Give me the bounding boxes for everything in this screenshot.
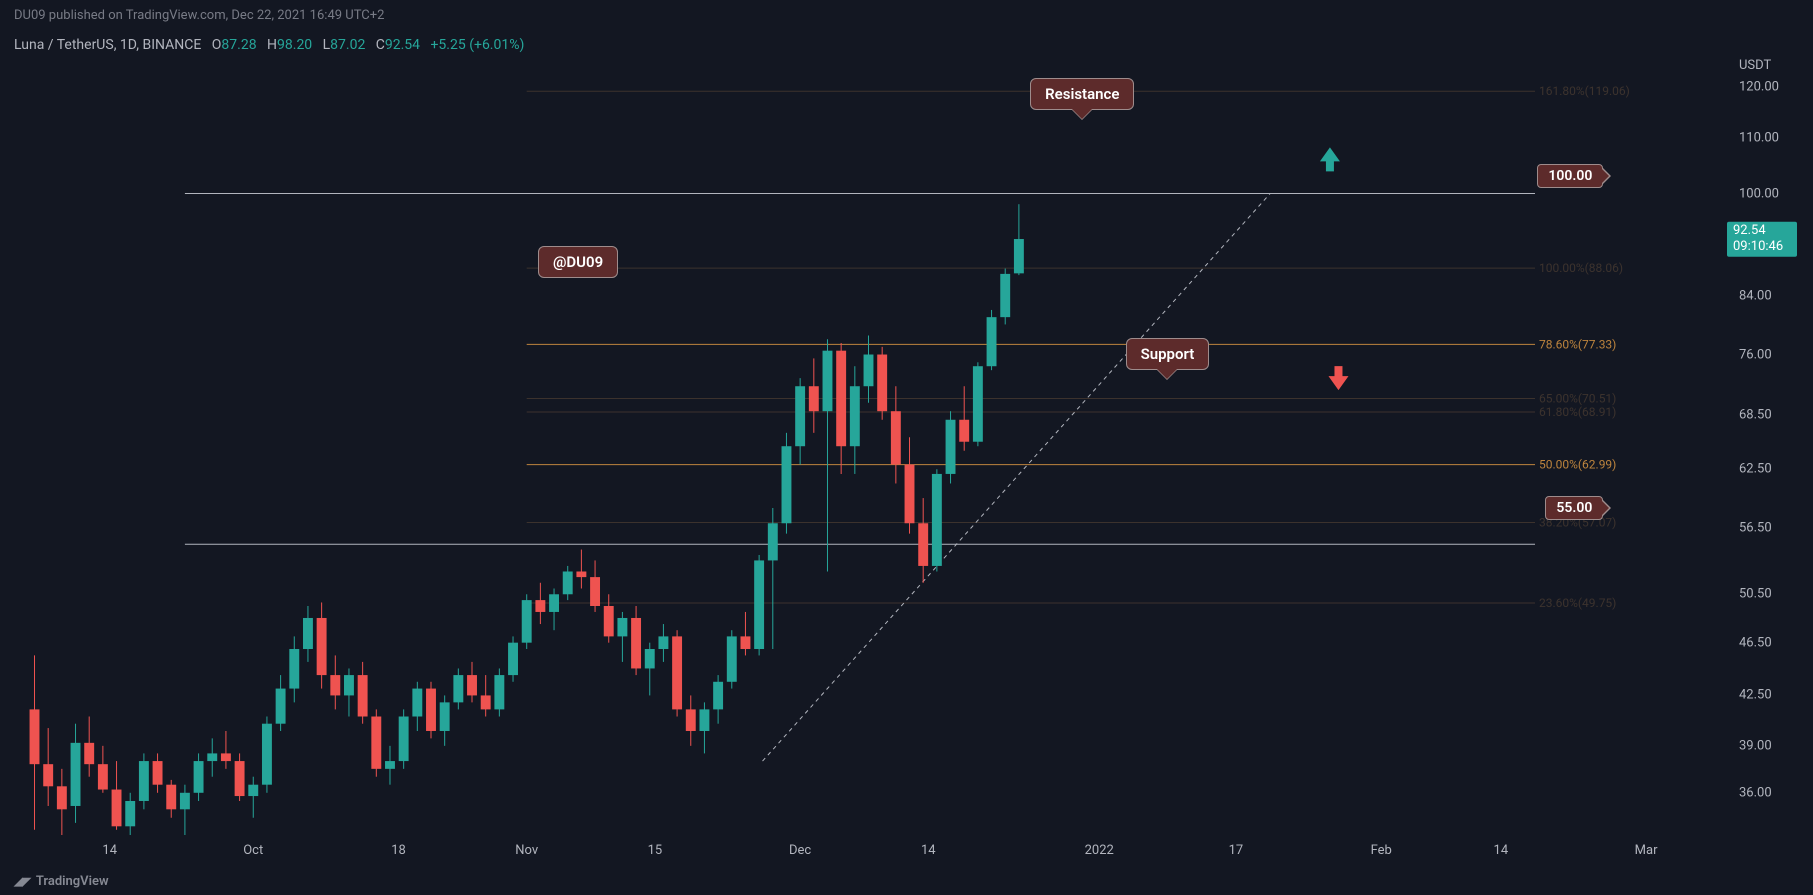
price-axis-label: 46.50 (1739, 635, 1772, 650)
svg-text:78.60%(77.33): 78.60%(77.33) (1539, 337, 1616, 351)
time-axis-label: Mar (1635, 843, 1658, 858)
chart-area[interactable]: 161.80%(119.06) 100.00%(88.06) 78.60%(77.3… (14, 58, 1723, 835)
publish-header: DU09 published on TradingView.com, Dec 2… (0, 0, 1813, 31)
svg-text:161.80%(119.06): 161.80%(119.06) (1539, 84, 1630, 98)
ohlc-change: +5.25 (430, 37, 465, 53)
price-axis-label: 84.00 (1739, 288, 1772, 303)
published-text: DU09 published on TradingView.com, Dec 2… (14, 8, 384, 23)
ohlc-c-label: C (376, 37, 385, 53)
price-axis-label: 120.00 (1739, 79, 1779, 94)
svg-text:23.60%(49.75): 23.60%(49.75) (1539, 596, 1616, 610)
tradingview-logo-icon: ◢◤ (14, 875, 31, 888)
ohlc-o: 87.28 (221, 37, 256, 53)
resistance-callout: Resistance (1030, 78, 1134, 110)
price-axis-label: 100.00 (1739, 186, 1779, 201)
ohlc-l: 87.02 (330, 37, 365, 53)
time-axis-label: 17 (1229, 843, 1244, 858)
time-axis[interactable]: 14 Oct 18 Nov 15 Dec 14 2022 17 Feb 14 Mar (14, 839, 1723, 863)
chart-svg: 161.80%(119.06) 100.00%(88.06) 78.60%(77.3… (14, 58, 1723, 835)
time-axis-label: 2022 (1085, 843, 1114, 858)
time-axis-label: 14 (102, 843, 117, 858)
ohlc-change-pct: (+6.01%) (469, 37, 524, 53)
price-callout-55: 55.00 (1545, 496, 1603, 520)
symbol-pair: Luna / TetherUS, 1D, BINANCE (14, 37, 201, 53)
footer-brand-text: TradingView (36, 874, 109, 889)
time-axis-label: Dec (789, 843, 811, 858)
ohlc-o-label: O (212, 37, 222, 53)
price-axis-label: 36.00 (1739, 785, 1772, 800)
price-axis-label: 42.50 (1739, 688, 1772, 703)
current-price-tag: 92.5409:10:46 (1727, 222, 1797, 257)
price-callout-100: 100.00 (1537, 164, 1603, 188)
footer-brand: ◢◤ TradingView (14, 874, 109, 889)
svg-text:65.00%(70.51): 65.00%(70.51) (1539, 391, 1616, 405)
svg-text:61.80%(68.91): 61.80%(68.91) (1539, 405, 1616, 419)
ohlc-h: 98.20 (277, 37, 312, 53)
author-callout: @DU09 (538, 246, 618, 278)
price-axis-label: 50.50 (1739, 587, 1772, 602)
time-axis-label: 15 (648, 843, 663, 858)
ohlc-c: 92.54 (385, 37, 420, 53)
price-axis-label: 39.00 (1739, 738, 1772, 753)
time-axis-label: Oct (243, 843, 263, 858)
price-axis-label: 62.50 (1739, 462, 1772, 477)
axis-currency-label: USDT (1739, 58, 1771, 73)
svg-text:100.00%(88.06): 100.00%(88.06) (1539, 261, 1623, 275)
price-axis-label: 68.50 (1739, 408, 1772, 423)
price-axis-label: 110.00 (1739, 130, 1779, 145)
time-axis-label: 14 (921, 843, 936, 858)
ohlc-h-label: H (267, 37, 277, 53)
price-axis-label: 76.00 (1739, 347, 1772, 362)
time-axis-label: Feb (1371, 843, 1392, 858)
time-axis-label: 18 (391, 843, 406, 858)
svg-text:50.00%(62.99): 50.00%(62.99) (1539, 458, 1616, 472)
price-axis-label: 56.50 (1739, 521, 1772, 536)
symbol-info-bar: Luna / TetherUS, 1D, BINANCE O87.28 H98.… (0, 31, 1813, 57)
time-axis-label: 14 (1494, 843, 1509, 858)
support-callout: Support (1126, 338, 1210, 370)
time-axis-label: Nov (515, 843, 538, 858)
price-axis[interactable]: USDT 120.00 110.00 100.00 84.00 76.00 68.50 62.… (1725, 58, 1813, 835)
